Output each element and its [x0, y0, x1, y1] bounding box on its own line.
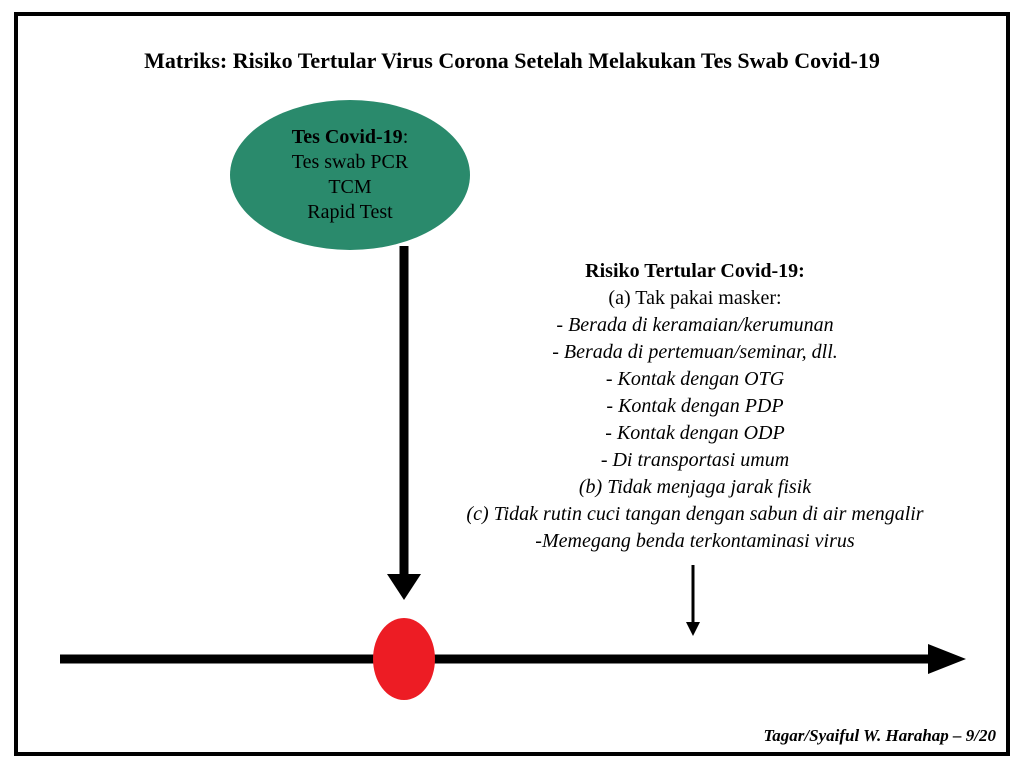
attribution-text: Tagar/Syaiful W. Harahap – 9/20: [763, 726, 996, 746]
risk-text-block: Risiko Tertular Covid-19: (a) Tak pakai …: [390, 258, 1000, 555]
risk-a-label: (a) Tak pakai masker:: [390, 285, 1000, 312]
risk-heading: Risiko Tertular Covid-19:: [390, 258, 1000, 285]
risk-a-item: - Kontak dengan ODP: [390, 420, 1000, 447]
test-node-line4: Rapid Test: [307, 200, 392, 225]
test-node-ellipse: Tes Covid-19: Tes swab PCR TCM Rapid Tes…: [230, 100, 470, 250]
test-node-heading: Tes Covid-19:: [292, 125, 409, 150]
test-node-line3: TCM: [328, 175, 371, 200]
risk-a-item: - Kontak dengan OTG: [390, 366, 1000, 393]
risk-c-sub: -Memegang benda terkontaminasi virus: [390, 528, 1000, 555]
risk-b: (b) Tidak menjaga jarak fisik: [390, 474, 1000, 501]
risk-a-item: - Di transportasi umum: [390, 447, 1000, 474]
test-node-line2: Tes swab PCR: [292, 150, 408, 175]
risk-a-item: - Berada di keramaian/kerumunan: [390, 312, 1000, 339]
risk-a-item: - Kontak dengan PDP: [390, 393, 1000, 420]
result-marker-ellipse: [373, 618, 435, 700]
risk-c: (c) Tidak rutin cuci tangan dengan sabun…: [390, 501, 1000, 528]
risk-a-item: - Berada di pertemuan/seminar, dll.: [390, 339, 1000, 366]
diagram-title: Matriks: Risiko Tertular Virus Corona Se…: [0, 48, 1024, 74]
